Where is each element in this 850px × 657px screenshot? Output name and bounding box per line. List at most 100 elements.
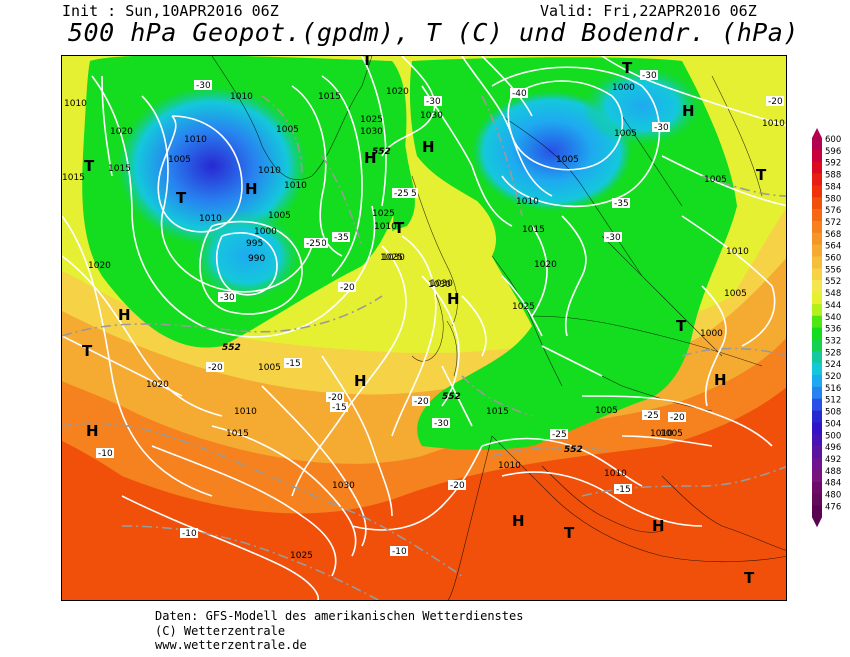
temp-label-box: -20 — [668, 412, 686, 423]
temp-label: -25 — [644, 411, 659, 421]
legend-value: 568 — [825, 230, 841, 240]
pressure-label: 1010 — [498, 461, 521, 471]
legend-swatch — [812, 469, 822, 482]
legend-swatch — [812, 457, 822, 471]
pressure-label: 1015 — [62, 173, 85, 183]
legend-swatch — [812, 386, 822, 399]
temp-label: -30 — [642, 71, 657, 81]
temp-label-box: -30 — [218, 292, 236, 303]
pressure-label: 1025 — [372, 209, 395, 219]
temp-label-box: -30 — [640, 70, 658, 81]
legend-value: 552 — [825, 277, 841, 287]
pressure-label: 1030 — [332, 481, 355, 491]
temp-label-box: -25 — [550, 429, 568, 440]
pressure-label: 1015 — [318, 92, 341, 102]
pressure-label: 1020 — [146, 380, 169, 390]
legend-value: 492 — [825, 455, 841, 465]
temp-label: -30 — [654, 123, 669, 133]
temp-label-box: -10 — [390, 546, 408, 557]
temperature-labels: -30 -35 -20 -40 -30 -30 -25 -25 -20 -30 … — [96, 70, 784, 557]
temp-label-box: -10 — [180, 528, 198, 539]
pressure-label: 1030 — [382, 253, 405, 263]
legend-value: 476 — [825, 502, 841, 512]
legend-swatch — [812, 493, 822, 506]
legend-value: 504 — [825, 419, 841, 429]
legend-swatch — [812, 339, 822, 352]
legend-swatch — [812, 173, 822, 186]
legend-arrow-top — [812, 128, 822, 138]
pressure-label: 1005 — [614, 129, 637, 139]
pressure-label: 1010 — [258, 166, 281, 176]
legend-swatch — [812, 185, 822, 198]
legend-value: 600 — [825, 135, 841, 145]
geopot-label: 552 — [564, 445, 583, 455]
pressure-label: 1005 — [595, 406, 618, 416]
pressure-label: 1010 — [604, 469, 627, 479]
temp-label-box: -35 — [332, 232, 350, 243]
legend-swatch — [812, 268, 822, 281]
pressure-label: 1025 — [290, 551, 313, 561]
low-pressure-marker: T — [176, 189, 187, 207]
legend-swatch — [812, 232, 822, 245]
geopotential-labels: 552 552 552 552 — [222, 147, 583, 455]
pressure-label: 1000 — [254, 227, 277, 237]
legend-value: 580 — [825, 194, 841, 204]
legend-value: 576 — [825, 206, 841, 216]
temp-label-box: -20 — [338, 282, 356, 293]
pressure-label: 1005 — [704, 175, 727, 185]
pressure-label: 1025 — [512, 302, 535, 312]
legend-swatch — [812, 446, 822, 459]
pressure-label: 1005 — [276, 125, 299, 135]
temp-label-box: -35 — [612, 198, 630, 209]
credits-website: www.wetterzentrale.de — [155, 638, 307, 653]
pressure-label: 1000 — [700, 329, 723, 339]
temp-label-box: -15 — [284, 358, 302, 369]
pressure-label: 1010 — [374, 222, 397, 232]
pressure-label: 1010 — [64, 99, 87, 109]
geopot-label: 552 — [372, 147, 391, 157]
geopot-label: 552 — [222, 343, 241, 353]
legend-swatch — [812, 315, 822, 328]
temp-label-box: -10 — [96, 448, 114, 459]
pressure-label: 1005 — [556, 155, 579, 165]
weather-map: 1010 1020 1015 1005 1010 1015 1010 1005 … — [61, 55, 787, 601]
legend-value: 584 — [825, 182, 841, 192]
legend-value: 560 — [825, 254, 841, 264]
pressure-label: 1000 — [612, 83, 635, 93]
high-pressure-marker: H — [364, 149, 377, 167]
legend-value: 564 — [825, 242, 841, 252]
legend-swatch — [812, 375, 822, 388]
temp-label: -30 — [220, 293, 235, 303]
legend-swatch — [812, 161, 822, 174]
legend-swatch — [812, 410, 822, 423]
valid-time: Valid: Fri,22APR2016 06Z — [540, 2, 757, 20]
temp-label: -10 — [182, 529, 197, 539]
pressure-label: 1030 — [428, 280, 451, 290]
temp-label: -20 — [340, 283, 355, 293]
pressure-label: 1015 — [108, 164, 131, 174]
high-pressure-marker: H — [512, 512, 525, 530]
temp-label-box: -20 — [412, 396, 430, 407]
pressure-label: 1020 — [88, 261, 111, 271]
temp-label: -35 — [614, 199, 629, 209]
legend-swatch — [812, 292, 822, 305]
temp-label: -35 — [334, 233, 349, 243]
legend-swatch — [812, 422, 822, 435]
low-pressure-marker: T — [564, 524, 575, 542]
legend-swatch — [812, 209, 822, 222]
temp-label: -15 — [286, 359, 301, 369]
low-pressure-marker: T — [394, 219, 405, 237]
temp-label: -15 — [332, 403, 347, 413]
pressure-label: 1015 — [226, 429, 249, 439]
legend-value: 544 — [825, 301, 841, 311]
pressure-label: 1025 — [380, 253, 403, 263]
legend-value: 532 — [825, 336, 841, 346]
legend-swatch — [812, 244, 822, 257]
legend-value: 480 — [825, 491, 841, 501]
high-pressure-marker: H — [422, 138, 435, 156]
pressure-label: 1030 — [420, 111, 443, 121]
map-title: 500 hPa Geopot.(gpdm), T (C) und Bodendr… — [68, 18, 799, 47]
temp-label-box: -30 — [194, 80, 212, 91]
legend-value: 488 — [825, 467, 841, 477]
legend-swatch — [812, 505, 822, 518]
